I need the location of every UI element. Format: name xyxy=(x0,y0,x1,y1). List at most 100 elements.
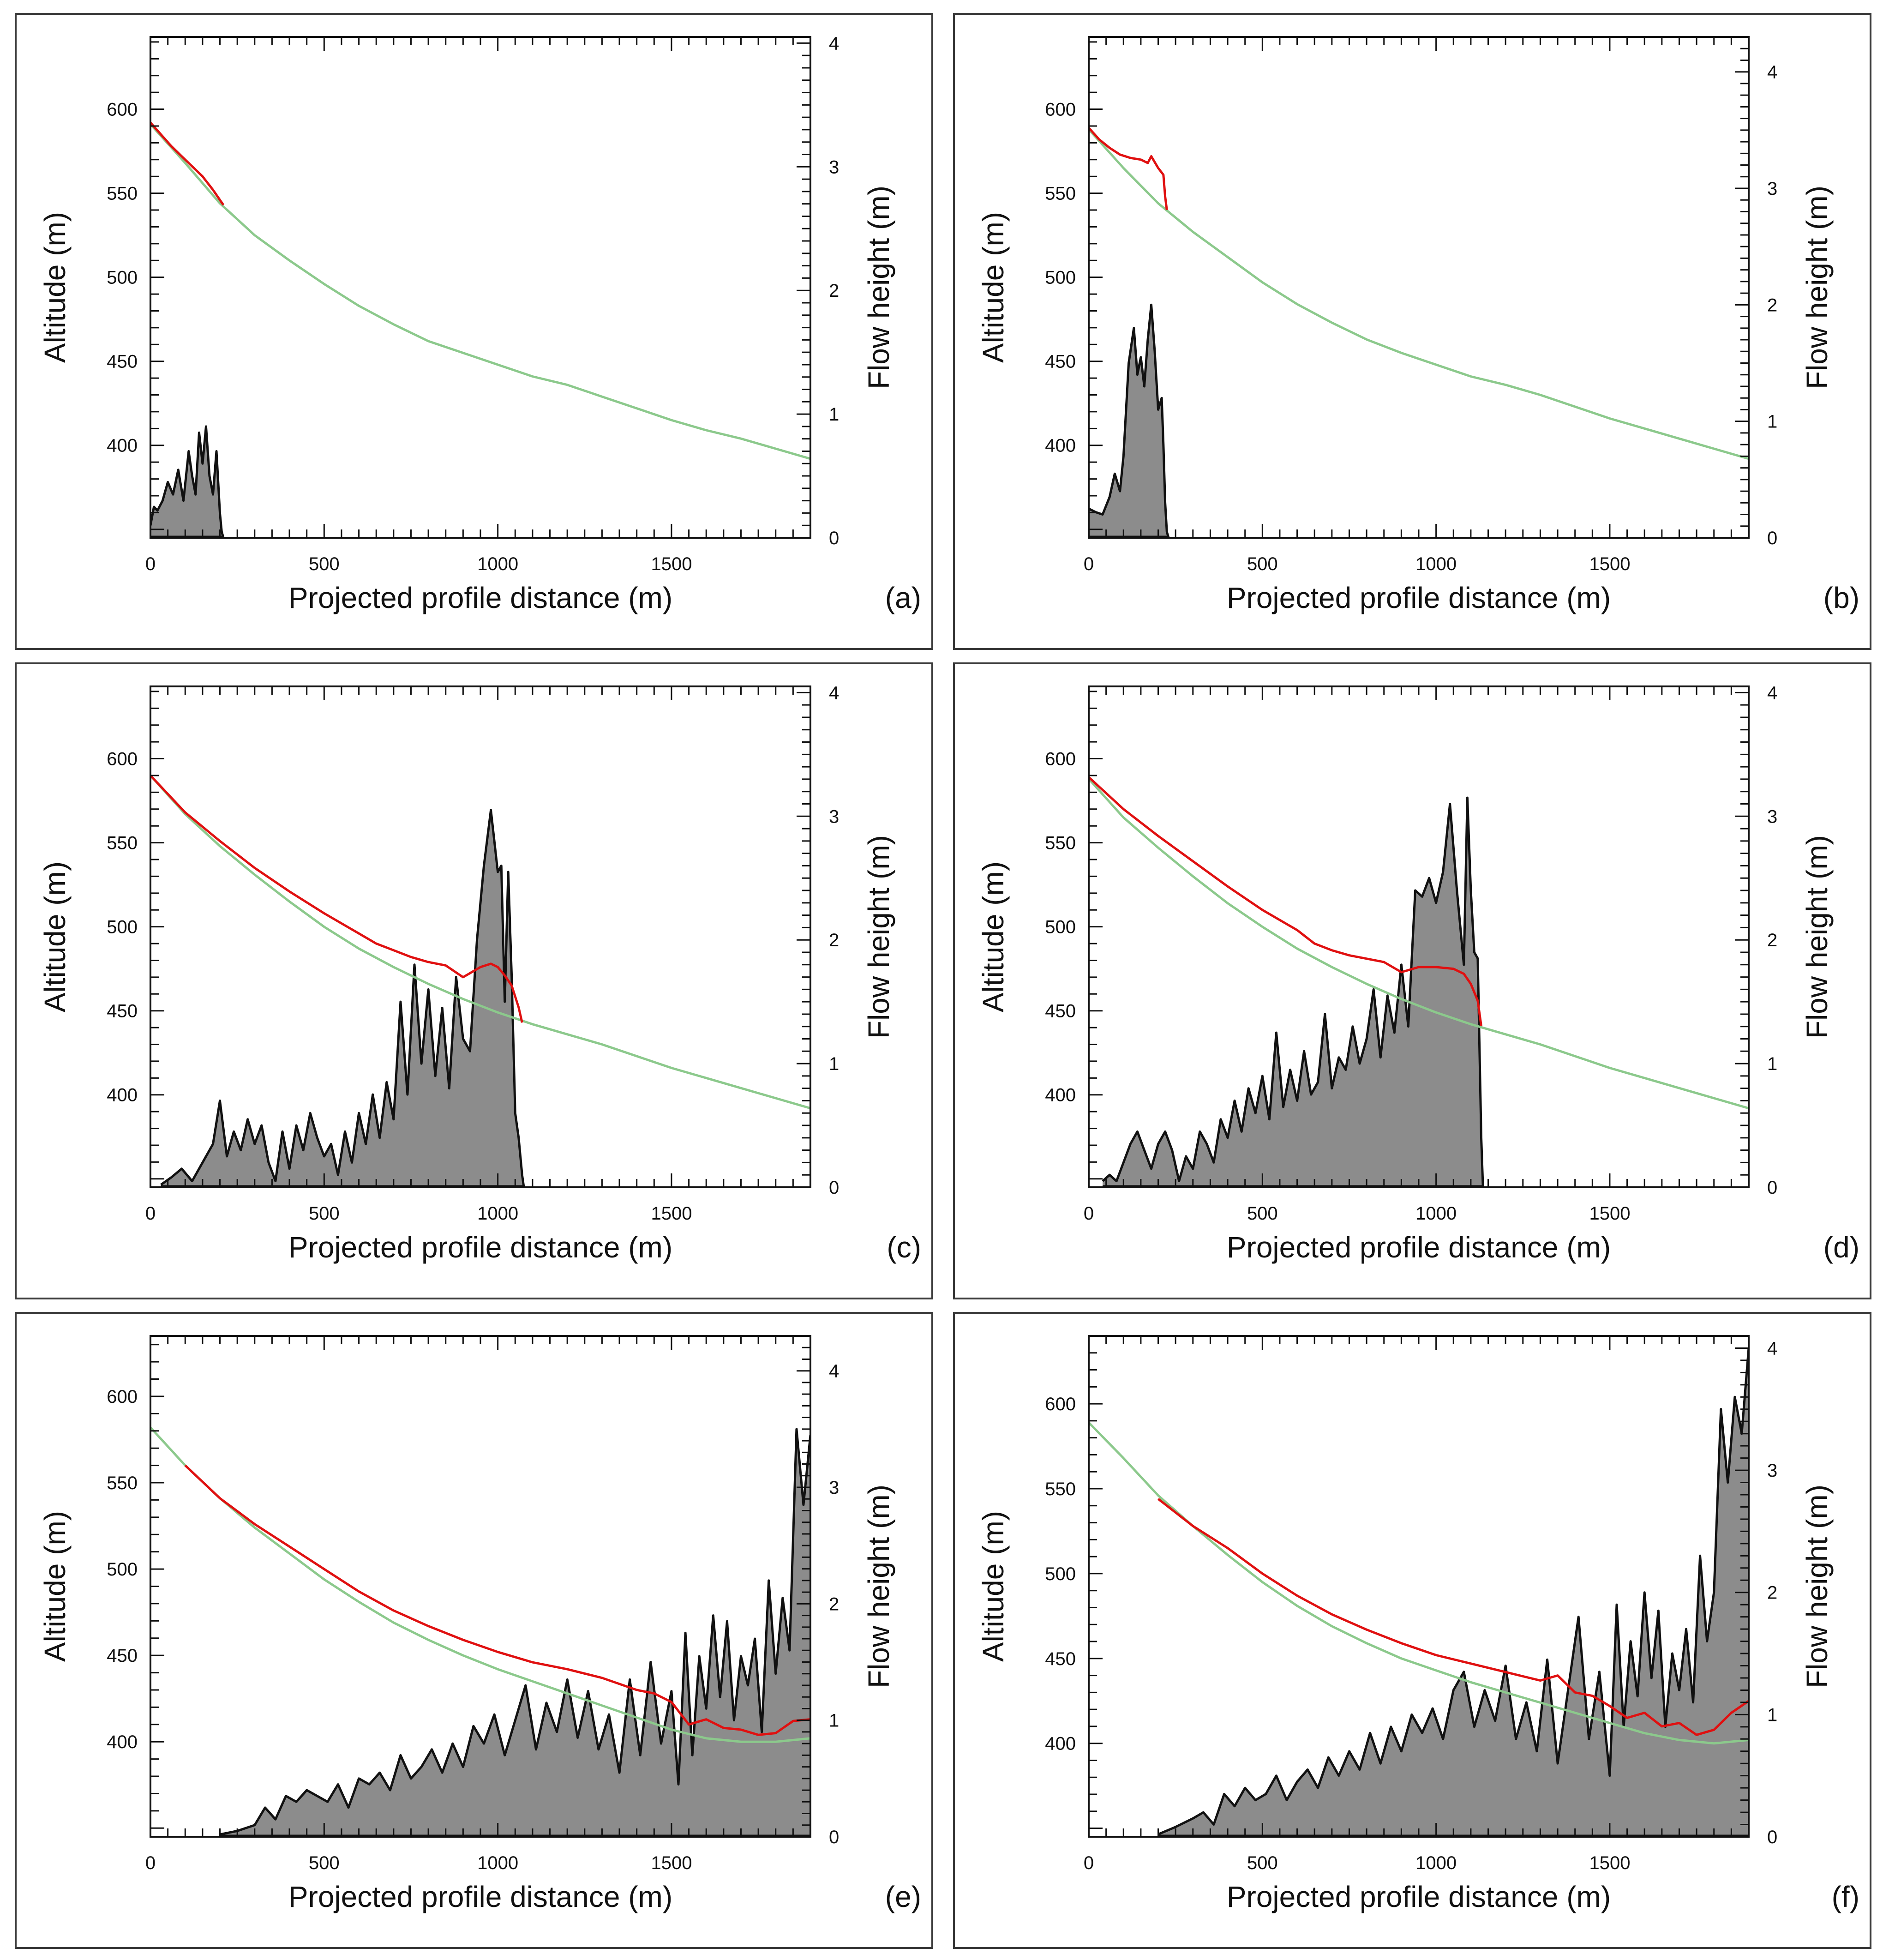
plot-frame xyxy=(1088,36,1750,539)
x-tick-label: 1500 xyxy=(651,1853,692,1873)
y2-tick-label: 1 xyxy=(829,404,839,425)
chart-svg: 0 500 1000 1500 400 450 500 550 600 0 1 2 3 4 Projecte… xyxy=(977,36,1859,614)
x-tick-label: 1000 xyxy=(1415,1853,1457,1873)
y2-tick-label: 0 xyxy=(829,1178,839,1198)
y-tick-label: 450 xyxy=(107,1001,138,1022)
y2-tick-label: 3 xyxy=(829,1478,839,1498)
terrain-profile-line xyxy=(1089,778,1749,1110)
y-tick-label: 550 xyxy=(107,184,138,204)
flow-height-area xyxy=(220,1429,810,1837)
y-tick-label: 550 xyxy=(1045,1479,1076,1499)
y2-tick-label: 2 xyxy=(829,1594,839,1614)
x-axis-title: Projected profile distance (m) xyxy=(1227,1231,1611,1264)
x-tick-label: 1000 xyxy=(477,554,518,574)
flow-surface-line xyxy=(1089,776,1482,1026)
y2-axis-title: Flow height (m) xyxy=(1800,835,1834,1039)
x-tick-label: 500 xyxy=(1247,1853,1278,1873)
chart-panel: 0 500 1000 1500 400 450 500 550 600 0 1 2 3 4 Projecte… xyxy=(953,13,1871,650)
y-tick-label: 500 xyxy=(1045,1564,1076,1584)
y-tick-label: 400 xyxy=(1045,436,1076,456)
y2-tick-label: 0 xyxy=(1767,1827,1777,1847)
y2-tick-label: 3 xyxy=(829,157,839,177)
y2-axis-title: Flow height (m) xyxy=(1800,186,1834,389)
y-axis-title: Altitude (m) xyxy=(977,861,1010,1012)
y2-tick-label: 2 xyxy=(1767,1583,1777,1603)
y2-tick-label: 3 xyxy=(1767,179,1777,199)
y-tick-label: 600 xyxy=(107,1387,138,1407)
y-tick-label: 550 xyxy=(1045,184,1076,204)
panel-label: (a) xyxy=(885,581,921,614)
chart-panel: 0 500 1000 1500 400 450 500 550 600 0 1 2 3 4 Projecte… xyxy=(953,1312,1871,1949)
y-tick-label: 450 xyxy=(1045,1001,1076,1022)
chart-svg: 0 500 1000 1500 400 450 500 550 600 0 1 2 3 4 Projecte… xyxy=(977,1335,1859,1913)
y-tick-label: 600 xyxy=(107,749,138,770)
chart-panel: 0 500 1000 1500 400 450 500 550 600 0 1 2 3 4 Projecte… xyxy=(15,1312,933,1949)
flow-height-line xyxy=(1157,1348,1749,1836)
y-tick-label: 600 xyxy=(107,100,138,120)
y2-axis-title: Flow height (m) xyxy=(1800,1485,1834,1688)
y2-tick-label: 3 xyxy=(1767,1461,1777,1481)
y2-tick-label: 1 xyxy=(1767,1705,1777,1725)
y2-tick-label: 1 xyxy=(829,1711,839,1731)
y2-tick-label: 2 xyxy=(1767,930,1777,950)
flow-surface-line xyxy=(150,122,225,206)
y2-tick-label: 1 xyxy=(1767,1054,1777,1074)
y2-tick-label: 1 xyxy=(829,1054,839,1074)
y2-tick-label: 3 xyxy=(1767,806,1777,827)
panel-label: (e) xyxy=(885,1880,921,1913)
y-tick-label: 450 xyxy=(107,352,138,372)
y2-tick-label: 0 xyxy=(829,1827,839,1847)
y-tick-label: 450 xyxy=(1045,1649,1076,1669)
y-tick-label: 400 xyxy=(1045,1734,1076,1754)
x-tick-label: 0 xyxy=(145,1203,156,1224)
terrain-profile-line xyxy=(1089,128,1749,460)
flow-height-area xyxy=(150,426,224,538)
y-tick-label: 600 xyxy=(1045,100,1076,120)
y-tick-label: 500 xyxy=(107,1559,138,1580)
y2-tick-label: 2 xyxy=(829,281,839,301)
y-tick-label: 450 xyxy=(1045,352,1076,372)
y-tick-label: 500 xyxy=(1045,917,1076,938)
x-tick-label: 0 xyxy=(1084,554,1094,574)
y2-axis-title: Flow height (m) xyxy=(862,835,895,1039)
x-tick-label: 0 xyxy=(145,554,156,574)
x-tick-label: 1000 xyxy=(477,1853,518,1873)
y2-tick-label: 2 xyxy=(829,930,839,950)
y-tick-label: 600 xyxy=(1045,749,1076,770)
x-tick-label: 1000 xyxy=(1415,554,1457,574)
y2-tick-label: 4 xyxy=(829,683,839,703)
x-axis-title: Projected profile distance (m) xyxy=(288,1231,672,1264)
y-axis-title: Altitude (m) xyxy=(38,1511,72,1662)
x-tick-label: 500 xyxy=(309,554,340,574)
y-axis-title: Altitude (m) xyxy=(977,212,1010,363)
panel-label: (f) xyxy=(1832,1880,1859,1913)
y2-tick-label: 4 xyxy=(829,33,839,54)
x-tick-label: 500 xyxy=(309,1853,340,1873)
y-tick-label: 500 xyxy=(107,268,138,288)
x-tick-label: 500 xyxy=(309,1203,340,1224)
y2-tick-label: 1 xyxy=(1767,412,1777,432)
terrain-profile-line xyxy=(150,1426,810,1743)
flow-height-area xyxy=(1158,1348,1749,1837)
flow-height-area xyxy=(1103,798,1483,1187)
y-tick-label: 600 xyxy=(1045,1394,1076,1414)
x-tick-label: 1500 xyxy=(1589,1853,1630,1873)
y-tick-label: 550 xyxy=(107,1473,138,1493)
chart-svg: 0 500 1000 1500 400 450 500 550 600 0 1 2 3 4 Projecte… xyxy=(977,683,1859,1264)
chart-panel: 0 500 1000 1500 400 450 500 550 600 0 1 2 3 4 Projecte… xyxy=(15,13,933,650)
panel-label: (c) xyxy=(887,1231,921,1264)
flow-height-area xyxy=(161,810,524,1187)
x-tick-label: 1500 xyxy=(651,554,692,574)
flow-surface-line xyxy=(150,775,523,1023)
x-tick-label: 1500 xyxy=(651,1203,692,1224)
y-tick-label: 500 xyxy=(1045,268,1076,288)
flow-height-area xyxy=(1089,305,1169,538)
y2-tick-label: 4 xyxy=(1767,62,1777,83)
y-axis-title: Altitude (m) xyxy=(38,861,72,1012)
flow-height-line xyxy=(150,425,225,538)
terrain-profile-line xyxy=(150,123,810,460)
chart-svg: 0 500 1000 1500 400 450 500 550 600 0 1 2 3 4 Projecte… xyxy=(38,683,921,1264)
y-axis-title: Altitude (m) xyxy=(977,1511,1010,1662)
y-tick-label: 550 xyxy=(107,833,138,854)
y-tick-label: 400 xyxy=(1045,1085,1076,1106)
